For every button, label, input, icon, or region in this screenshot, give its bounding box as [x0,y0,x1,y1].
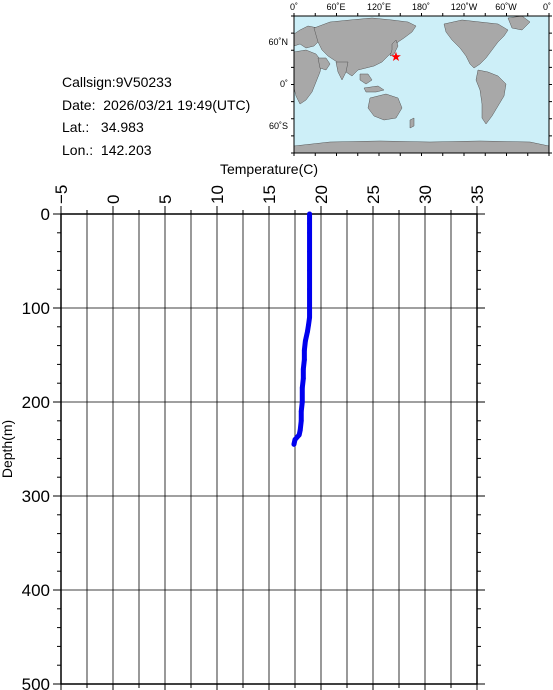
y-tick-label: 0 [41,205,50,224]
data-point [298,409,304,414]
callsign-text: Callsign:9V50233 [62,74,172,90]
map-land [293,15,550,154]
x-tick-label: 10 [208,185,227,204]
data-point [297,427,303,433]
map-lon-label: 120˚W [451,2,478,12]
x-tick-label: 25 [364,185,383,204]
x-tick-label: −5 [52,185,71,204]
data-point [307,268,312,273]
data-point [300,366,306,372]
location-map: 0˚ 60˚E 120˚E 180˚ 120˚W 60˚W 0˚ 60˚N 0˚… [268,2,552,156]
x-tick-label: 5 [156,195,175,204]
data-point [292,437,298,442]
data-point [307,305,312,311]
date-text: Date: 2026/03/21 19:49(UTC) [62,96,251,113]
data-point [301,357,307,363]
map-lon-label: 120˚E [367,2,391,12]
y-tick-label: 400 [22,581,50,600]
map-lon-label: 180˚ [412,2,430,12]
map-top-labels: 0˚ 60˚E 120˚E 180˚ 120˚W 60˚W 0˚ [290,2,551,12]
data-point [306,322,311,328]
x-tick-label: 20 [312,185,331,204]
data-point [303,338,308,344]
data-point [298,418,304,424]
data-point [307,286,312,292]
x-tick-label: 35 [468,185,487,204]
map-lat-label: 0˚ [280,79,288,89]
data-point [300,376,306,381]
data-point [307,230,312,236]
longitude-text: Lon.: 142.203 [62,141,152,158]
map-lon-label: 0˚ [290,2,298,12]
series-layer [291,211,313,447]
float-info-panel: Callsign:9V50233 Date: 2026/03/21 19:49(… [62,71,250,161]
data-point [307,211,312,217]
data-point [299,385,305,391]
data-point [299,399,305,405]
y-tick-labels: 0 100 200 300 400 500 [22,205,50,690]
map-lon-label: 60˚E [326,2,345,12]
map-lat-label: 60˚S [269,121,288,131]
plot-frame [60,213,478,685]
x-tick-label: 30 [416,185,435,204]
x-tick-label: 15 [260,185,279,204]
x-tick-labels: −5 0 5 10 15 20 25 30 35 [52,185,487,204]
data-point [296,432,302,438]
y-tick-label: 500 [22,675,50,690]
data-point [307,315,312,320]
map-lat-labels: 60˚N 0˚ 60˚S [268,37,288,131]
y-tick-label: 100 [22,299,50,318]
data-point [307,221,312,226]
data-point [305,329,310,334]
map-lon-label: 60˚W [495,2,517,12]
x-tick-label: 0 [104,195,123,204]
chart-grid [61,214,477,684]
map-frame-ticks [291,13,552,156]
data-point [291,441,297,447]
latitude-text: Lat.: 34.983 [62,119,144,135]
data-point [301,347,307,353]
star-icon: ★ [390,50,402,65]
map-lon-label: 0˚ [543,2,551,12]
x-axis-label: Temperature(C) [220,161,318,177]
map-lat-label: 60˚N [268,37,288,47]
data-point [307,249,312,255]
y-axis-label: Depth(m) [0,420,15,478]
y-tick-label: 300 [22,487,50,506]
y-tick-label: 200 [22,393,50,412]
